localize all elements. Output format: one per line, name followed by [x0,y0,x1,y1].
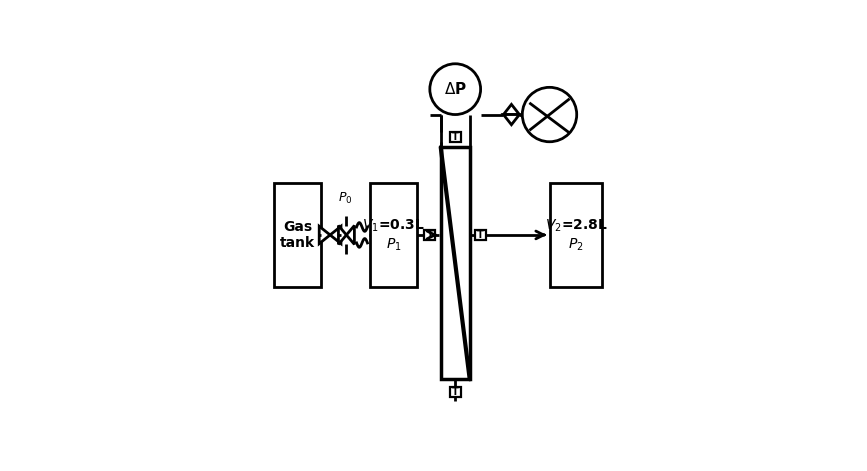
Bar [475,229,486,240]
Bar [550,184,602,287]
Polygon shape [347,226,355,244]
Text: Gas
tank: Gas tank [280,220,315,250]
Text: T: T [452,387,459,397]
Text: $V_1$=0.3L
$P_1$: $V_1$=0.3L $P_1$ [362,218,425,253]
Text: $V_2$=2.8L
$P_2$: $V_2$=2.8L $P_2$ [544,218,607,253]
Bar [450,387,460,398]
Text: T: T [427,230,434,240]
Text: $P_0$: $P_0$ [338,191,353,206]
Bar [274,184,321,287]
Circle shape [522,87,577,142]
Polygon shape [504,114,519,125]
Polygon shape [338,226,347,244]
Text: T: T [477,230,484,240]
Bar [450,131,460,142]
Text: $\Delta$P: $\Delta$P [444,81,466,97]
Bar [424,229,435,240]
Bar [370,184,417,287]
Text: T: T [452,132,459,142]
Polygon shape [330,226,341,244]
Polygon shape [504,105,519,114]
Bar [440,147,470,379]
Circle shape [430,64,480,114]
Polygon shape [319,226,330,244]
